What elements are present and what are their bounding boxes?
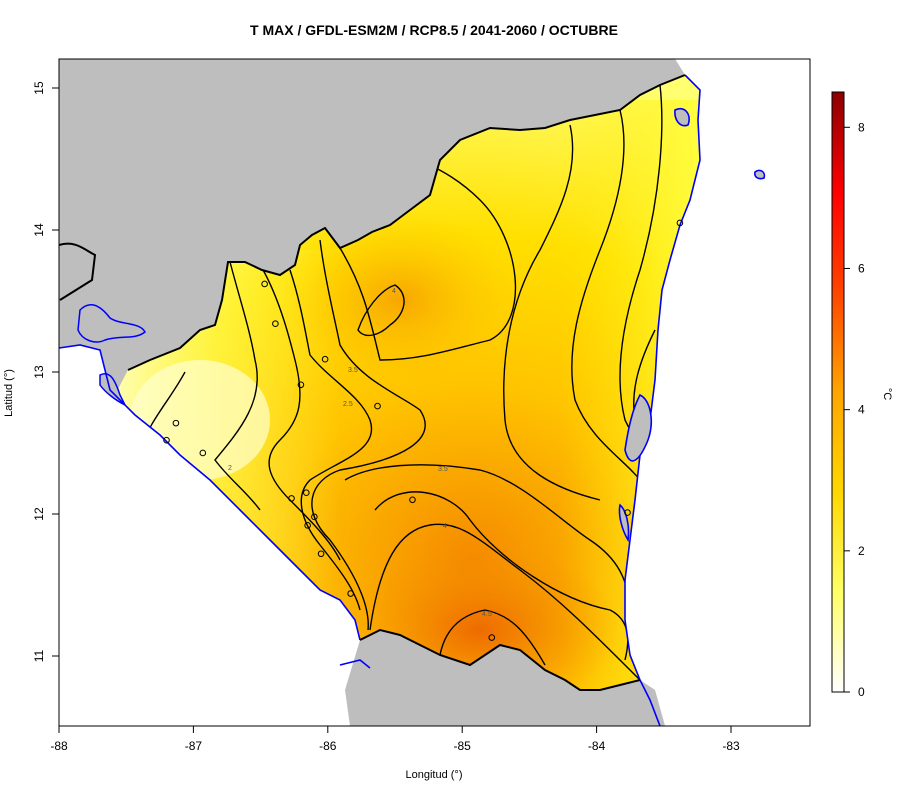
station-marker: [172, 419, 180, 427]
contour-label-4-5: 4.5: [482, 611, 492, 618]
honduras-north: [430, 59, 685, 160]
contour-labels: 4 3.5 2.5 2 3.5 4 4.5: [228, 288, 492, 618]
x-tick-label: -84: [588, 739, 606, 753]
y-axis: 15 14 13 12 11: [32, 81, 60, 662]
colorbar-unit: °C: [881, 388, 893, 400]
station-marker: [199, 449, 207, 457]
pacific-ocean: [59, 345, 665, 726]
colorbar-tick-label: 0: [858, 685, 865, 699]
colorbar-tick-label: 2: [858, 544, 865, 558]
colorbar-ticks: 0 2 4 6 8: [844, 120, 865, 699]
station-marker: [347, 590, 354, 597]
station-marker: [676, 219, 684, 227]
station-marker: [297, 381, 305, 389]
contour-label-4-north: 4: [392, 288, 396, 295]
station-marker: [302, 489, 310, 497]
station-marker: [321, 355, 329, 363]
colorbar-tick-label: 8: [858, 120, 865, 134]
colorbar-tick-label: 6: [858, 261, 865, 275]
x-axis: -88 -87 -86 -85 -84 -83: [50, 725, 740, 753]
coastlines: [59, 74, 766, 726]
colorbar: 0 2 4 6 8 °C: [831, 91, 893, 699]
contour-label-3-5-south: 3.5: [438, 466, 448, 473]
station-markers: [163, 219, 684, 641]
station-marker: [311, 513, 318, 521]
contour-label-2-5: 2.5: [343, 401, 353, 408]
map-title: T MAX / GFDL-ESM2M / RCP8.5 / 2041-2060 …: [250, 22, 618, 38]
contour-label-3-5-north: 3.5: [348, 367, 358, 374]
x-tick-label: -88: [50, 739, 68, 753]
caribbean-sea: [625, 59, 810, 726]
x-tick-label: -83: [722, 739, 740, 753]
lakes: [77, 303, 146, 407]
station-marker: [488, 634, 496, 641]
contour-label-4-south: 4: [443, 523, 447, 530]
station-marker: [304, 522, 311, 529]
honduras-region: [59, 59, 440, 370]
x-tick-label: -86: [319, 739, 337, 753]
station-marker: [374, 402, 381, 410]
station-marker: [163, 436, 170, 444]
contour-label-2: 2: [228, 465, 232, 472]
y-axis-label: Latitud (°): [3, 369, 15, 417]
station-marker: [409, 496, 416, 504]
station-marker: [272, 320, 279, 328]
station-marker: [288, 495, 295, 502]
political-borders: [59, 74, 686, 691]
x-axis-label: Longitud (°): [406, 769, 463, 781]
colorbar-ramp: [831, 91, 845, 693]
station-marker: [261, 280, 268, 288]
colorbar-tick-label: 4: [858, 403, 865, 417]
costa-rica-region: [345, 630, 665, 726]
x-tick-label: -85: [454, 739, 472, 753]
y-tick-label: 12: [32, 507, 46, 521]
y-tick-label: 15: [32, 81, 46, 95]
station-marker: [317, 550, 325, 558]
y-tick-label: 14: [32, 223, 46, 237]
y-tick-label: 11: [32, 649, 46, 662]
x-tick-label: -87: [185, 739, 203, 753]
y-tick-label: 13: [32, 365, 46, 379]
station-marker: [624, 509, 631, 516]
